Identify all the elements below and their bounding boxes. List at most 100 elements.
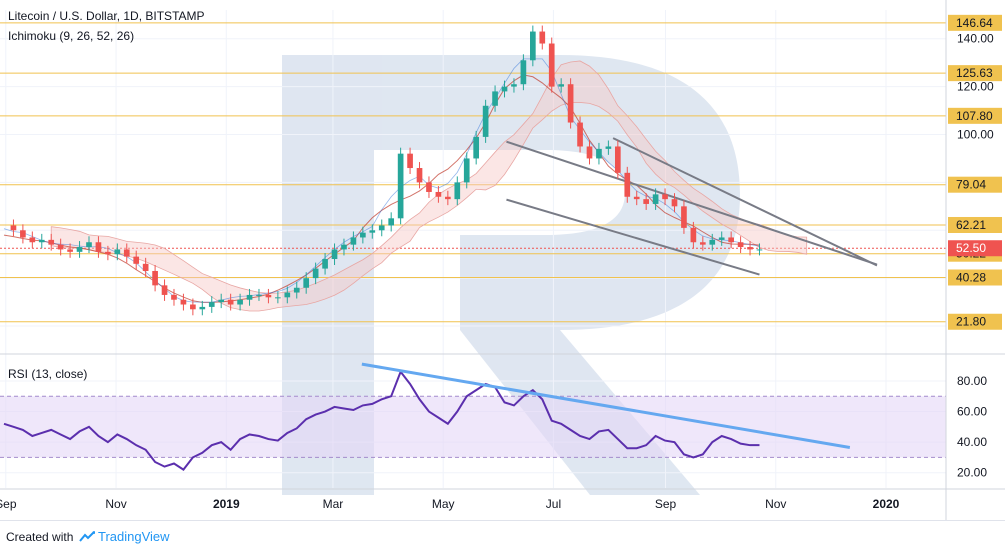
- channel-line: [506, 140, 878, 266]
- candle-body: [123, 249, 130, 257]
- candle-body: [596, 148, 602, 159]
- rsi-tick-label: 60.00: [957, 405, 987, 419]
- channel-lines: [506, 137, 878, 276]
- rsi-tick-label: 80.00: [957, 374, 987, 388]
- current-price-tag: [948, 240, 1002, 257]
- candle-body: [48, 239, 55, 245]
- candle-body: [718, 237, 725, 240]
- tradingview-logo-icon[interactable]: [79, 531, 95, 543]
- candle-body: [237, 299, 243, 305]
- rsi-tick-label: 40.00: [957, 435, 987, 449]
- time-tick-label: Nov: [765, 497, 786, 511]
- candle-body: [747, 247, 753, 250]
- candle-body: [435, 191, 442, 197]
- time-tick-label: Jul: [546, 497, 561, 511]
- time-tick-label: May: [432, 497, 455, 511]
- candle-body: [643, 199, 649, 204]
- candle-body: [293, 287, 300, 293]
- candle-body: [482, 105, 489, 137]
- candle-body: [378, 225, 385, 231]
- candle-body: [426, 182, 432, 192]
- rsi-trend-line: [361, 362, 851, 449]
- level-tag-label: 79.04: [956, 178, 986, 192]
- candle-body: [407, 153, 413, 169]
- candle-body: [709, 239, 716, 245]
- footer: Created with TradingView: [0, 520, 1005, 554]
- tradingview-brand[interactable]: TradingView: [98, 529, 170, 544]
- candle-body: [312, 268, 319, 279]
- candle-body: [520, 60, 527, 85]
- rsi-label: RSI (13, close): [8, 367, 87, 381]
- channel-line: [612, 137, 878, 267]
- candle-body: [322, 259, 328, 269]
- candle-body: [605, 146, 612, 149]
- candle-body: [265, 294, 272, 298]
- candle-body: [690, 227, 697, 243]
- candle-body: [463, 158, 470, 183]
- candle-body: [681, 206, 687, 228]
- level-tag-label: 146.64: [956, 16, 993, 30]
- time-tick-label: 2020: [873, 497, 900, 511]
- level-tag-label: 21.80: [956, 315, 986, 329]
- time-tick-label: Sep: [0, 497, 17, 511]
- candle-body: [76, 247, 83, 252]
- candle-body: [416, 168, 423, 183]
- level-tag-label: 125.63: [956, 66, 993, 80]
- level-tag-label: 40.28: [956, 270, 986, 284]
- candle-body: [218, 299, 225, 303]
- candle-body: [275, 297, 281, 299]
- level-tag: [948, 216, 1002, 233]
- candle-body: [671, 199, 678, 207]
- candle-body: [86, 242, 92, 248]
- candle-body: [208, 302, 215, 307]
- level-tag: [948, 14, 1002, 31]
- candle-body: [652, 194, 659, 204]
- candle-body: [161, 285, 168, 295]
- candle-body: [737, 242, 744, 248]
- rsi-band: [0, 396, 946, 458]
- candle-body: [180, 299, 187, 305]
- level-tag-label: 62.21: [956, 218, 986, 232]
- candle-body: [142, 263, 149, 271]
- candle-body: [633, 196, 640, 200]
- candle-body: [511, 84, 517, 87]
- candle-body: [492, 91, 498, 106]
- candle-body: [624, 172, 631, 197]
- candle-body: [133, 256, 140, 264]
- candle-body: [341, 244, 347, 250]
- candle-body: [501, 86, 508, 92]
- candle-body: [57, 244, 64, 250]
- candle-body: [152, 270, 158, 286]
- candle-body: [95, 242, 102, 252]
- candle-body: [360, 232, 366, 238]
- rsi-panel: [0, 362, 946, 471]
- tenkan-line: [3, 58, 760, 303]
- candle-body: [38, 239, 45, 243]
- candle-body: [454, 182, 461, 200]
- candle-body: [699, 242, 706, 245]
- candle-body: [190, 304, 196, 310]
- watermark-logo: [282, 55, 740, 495]
- channel-line: [506, 198, 760, 276]
- price-tick-label: 140.00: [957, 32, 994, 46]
- level-tag: [948, 269, 1002, 286]
- candle-body: [284, 292, 291, 298]
- candle-body: [577, 122, 583, 147]
- time-tick-label: Sep: [655, 497, 677, 511]
- candle-body: [303, 278, 310, 288]
- candle-body: [728, 237, 734, 243]
- candle-body: [388, 218, 395, 226]
- time-tick-label: 2019: [213, 497, 240, 511]
- created-with-text: Created with: [6, 530, 74, 544]
- price-chart[interactable]: 100.00 120.00 140.00 146.64 125.63 107.80 79.0…: [0, 0, 1005, 520]
- candle-body: [614, 146, 621, 173]
- chart-title: Litecoin / U.S. Dollar, 1D, BITSTAMP: [8, 9, 205, 23]
- candle-body: [567, 84, 574, 123]
- level-tag: [948, 313, 1002, 330]
- level-tag: [948, 107, 1002, 124]
- current-price-label: 52.50: [956, 241, 986, 255]
- candle-body: [331, 249, 338, 260]
- price-tick-label: 120.00: [957, 80, 994, 94]
- candle-body: [10, 225, 17, 231]
